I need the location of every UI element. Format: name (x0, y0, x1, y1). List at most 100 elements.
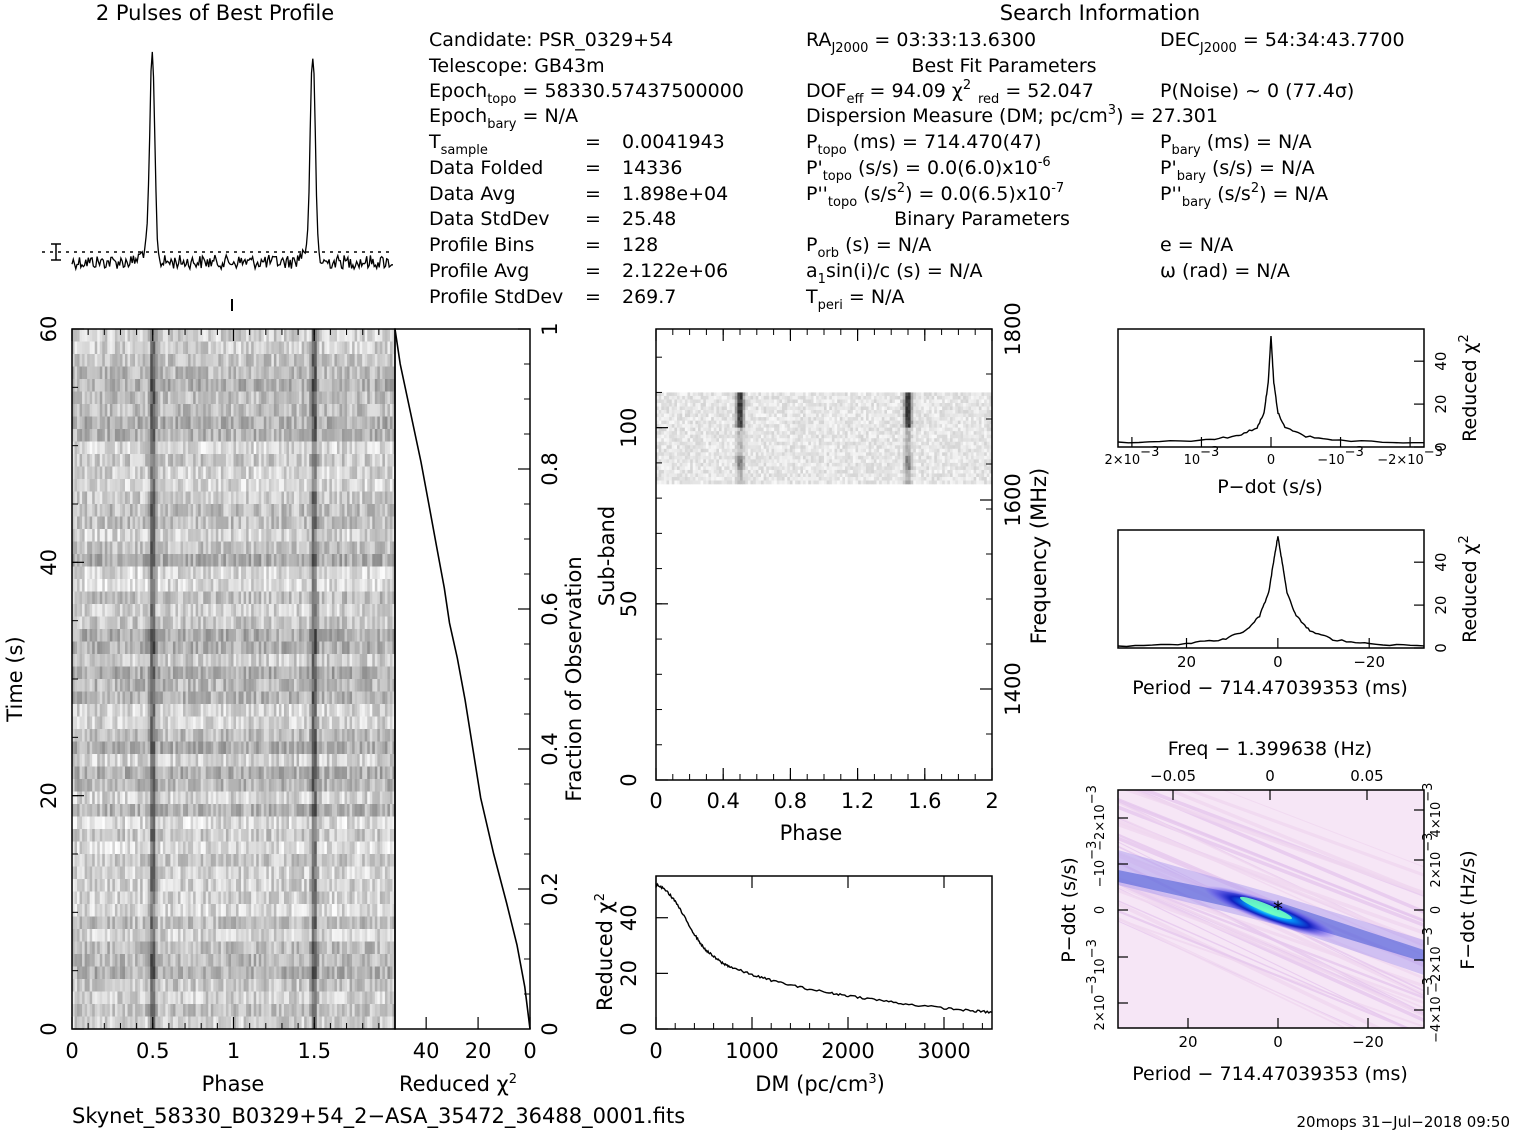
tp-cell (205, 354, 209, 367)
tp-cell (220, 604, 224, 617)
tp-cell (261, 754, 265, 767)
tp-cell (243, 791, 247, 805)
tp-cell (142, 529, 146, 542)
tp-cell (89, 704, 93, 717)
tp-cell (172, 379, 176, 392)
tp-cell (127, 654, 131, 667)
tp-cell (122, 391, 126, 405)
tp-cell (200, 404, 204, 417)
tp-cell (382, 554, 386, 567)
tp-cell (127, 554, 131, 567)
tp-cell (112, 529, 116, 542)
tp-cell (122, 516, 126, 530)
tp-cell (140, 591, 143, 605)
tp-cell (276, 741, 280, 755)
tp-cell (195, 591, 199, 605)
tp-cell (208, 479, 212, 492)
tp-cell (342, 429, 345, 442)
tp-cell (382, 479, 386, 492)
tp-cell (137, 454, 141, 467)
tp-cell (283, 479, 287, 492)
tp-cell (392, 404, 395, 417)
tp-cell (253, 479, 257, 492)
tp-cell (220, 541, 224, 555)
tp-cell (306, 454, 310, 467)
tp-cell (157, 341, 161, 355)
tp-cell (145, 716, 148, 730)
tp-cell (278, 654, 282, 667)
tp-cell (165, 754, 169, 767)
tp-cell (92, 579, 96, 592)
tp-cell (203, 604, 207, 617)
tp-cell (342, 566, 345, 580)
tp-cell (147, 666, 151, 680)
tp-cell (112, 379, 116, 392)
tp-cell (102, 454, 106, 467)
tp-cell (200, 441, 204, 455)
tp-cell (218, 579, 222, 592)
tp-cell (177, 466, 181, 480)
tp-cell (263, 491, 267, 505)
tp-cell (107, 704, 111, 717)
tp-cell (301, 429, 305, 442)
tp-cell (195, 491, 199, 505)
tp-cell (369, 779, 373, 792)
tp-cell (77, 354, 80, 367)
tp-cell (246, 804, 249, 817)
tp-cell (268, 616, 272, 630)
tp-cell (261, 716, 265, 730)
tp-cell (352, 529, 355, 542)
tp-cell (205, 679, 209, 692)
tp-cell (160, 554, 164, 567)
tp-cell (314, 329, 318, 342)
tp-cell (374, 541, 378, 555)
tp-cell (268, 566, 272, 580)
tp-cell (266, 404, 270, 417)
tp-cell (349, 679, 353, 692)
tp-cell (225, 716, 229, 730)
tp-cell (334, 479, 338, 492)
tp-cell (162, 679, 166, 692)
tp-cell (319, 441, 323, 455)
tp-cell (89, 679, 93, 692)
tp-cell (203, 691, 207, 705)
tp-cell (104, 491, 108, 505)
tp-cell (185, 704, 189, 717)
tp-cell (185, 541, 189, 555)
tp-cell (99, 591, 103, 605)
tp-cell (213, 391, 217, 405)
tp-cell (299, 754, 302, 767)
tp-cell (246, 729, 249, 742)
tp-cell (256, 491, 260, 505)
tp-cell (392, 379, 395, 392)
tp-cell (119, 404, 123, 417)
tp-cell (160, 329, 164, 342)
tp-cell (185, 404, 189, 417)
tp-cell (220, 666, 224, 680)
tp-cell (150, 329, 154, 342)
tp-cell (246, 329, 249, 342)
tp-cell (253, 354, 257, 367)
tp-cell (94, 641, 98, 655)
tp-cell (324, 579, 328, 592)
tp-cell (208, 766, 212, 780)
tp-cell (241, 729, 244, 742)
tp-cell (374, 604, 378, 617)
tp-cell (263, 716, 267, 730)
tp-cell (276, 429, 280, 442)
tp-cell (152, 504, 156, 517)
tp-cell (283, 354, 287, 367)
tp-cell (177, 504, 181, 517)
tp-cell (180, 529, 184, 542)
tp-cell (253, 441, 257, 455)
tp-cell (203, 566, 207, 580)
tp-cell (157, 466, 161, 480)
tp-cell (314, 704, 318, 717)
tp-cell (289, 516, 292, 530)
tp-cell (248, 529, 252, 542)
tp-cell (291, 616, 295, 630)
tp-cell (316, 741, 320, 755)
tp-cell (102, 554, 106, 567)
tp-cell (306, 604, 310, 617)
tp-cell (228, 654, 232, 667)
